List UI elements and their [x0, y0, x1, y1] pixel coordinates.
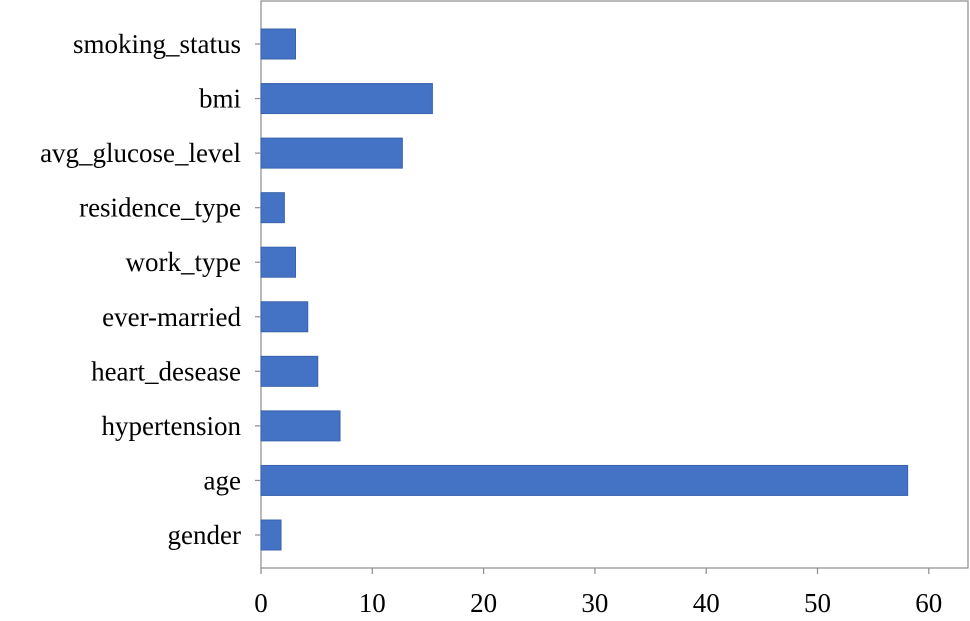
category-label-residence_type: residence_type — [79, 193, 241, 223]
bar-ever-married — [260, 301, 309, 333]
plot-frame — [260, 0, 969, 569]
x-tick-label: 10 — [359, 588, 386, 618]
category-labels-group: gender age hypertension heart_desease ever-m… — [40, 29, 241, 550]
bars-group — [260, 28, 909, 551]
bar-residence_type — [260, 192, 285, 224]
bar-age — [260, 464, 909, 496]
x-tick-label: 20 — [470, 588, 497, 618]
bar-work_type — [260, 246, 297, 278]
category-label-work_type: work_type — [126, 247, 241, 277]
x-tick-label: 50 — [804, 588, 831, 618]
category-label-ever-married: ever-married — [102, 302, 241, 332]
category-label-heart_desease: heart_desease — [91, 356, 241, 386]
x-axis-group: 0 10 20 30 40 50 60 — [254, 568, 942, 618]
bar-hypertension — [260, 410, 341, 442]
y-ticks-group — [255, 43, 261, 536]
category-label-avg_glucose_level: avg_glucose_level — [40, 138, 241, 168]
x-tick-label: 40 — [693, 588, 720, 618]
bar-bmi — [260, 83, 433, 115]
category-label-smoking_status: smoking_status — [73, 29, 241, 59]
x-tick-label: 60 — [915, 588, 942, 618]
category-label-bmi: bmi — [199, 84, 241, 114]
bar-heart_desease — [260, 355, 319, 387]
bar-gender — [260, 519, 282, 551]
category-label-gender: gender — [168, 520, 241, 550]
bar-avg_glucose_level — [260, 137, 403, 169]
category-label-age: age — [204, 465, 241, 495]
x-tick-label: 0 — [254, 588, 268, 618]
category-label-hypertension: hypertension — [102, 411, 242, 441]
x-tick-label: 30 — [581, 588, 608, 618]
bar-smoking_status — [260, 28, 297, 60]
